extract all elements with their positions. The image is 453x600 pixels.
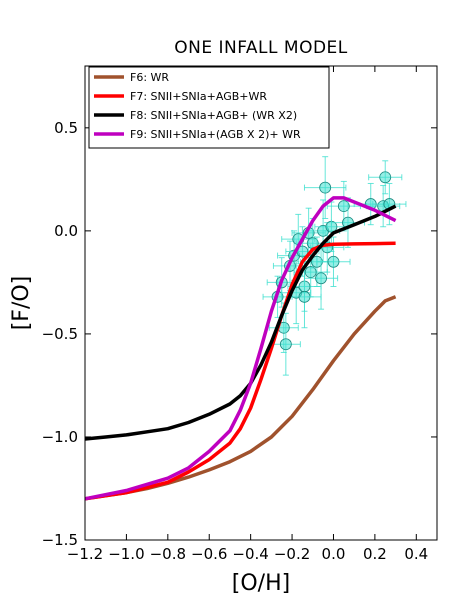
x-axis-title: [O/H] — [232, 571, 290, 596]
y-tick-label: −1.5 — [42, 531, 78, 549]
observation-marker — [315, 272, 327, 285]
observation-marker — [279, 338, 292, 351]
x-tick-label: −0.4 — [232, 545, 268, 563]
y-tick-label: −0.5 — [42, 325, 78, 343]
x-tick-label: 0.0 — [322, 545, 346, 563]
legend: F6: WR F7: SNII+SNIa+AGB+WR F8: SNII+SNIa+… — [88, 66, 330, 149]
legend-box — [88, 66, 330, 149]
y-axis-title: [F/O] — [9, 276, 34, 331]
observation-marker — [327, 255, 340, 268]
x-tick-label: −1.2 — [67, 545, 103, 563]
observation-point — [270, 312, 301, 376]
observation-marker — [304, 266, 317, 278]
observation-marker — [337, 200, 350, 213]
y-tick-label: −1.0 — [42, 428, 78, 446]
observation-point — [303, 156, 347, 220]
x-axis-ticks: −1.2 −1.0 −0.8 −0.6 −0.4 −0.2 0.0 0.2 0.4 — [67, 66, 428, 563]
series-line-f7 — [84, 241, 396, 501]
chart-title: ONE INFALL MODEL — [174, 38, 348, 58]
observations — [262, 156, 407, 376]
series-line-f8 — [84, 204, 397, 441]
y-axis-ticks: −1.5 −1.0 −0.5 0.0 0.5 — [42, 119, 437, 549]
observation-point — [368, 160, 403, 195]
x-tick-label: −1.0 — [108, 545, 144, 563]
x-tick-label: −0.8 — [150, 545, 186, 563]
observation-marker — [379, 171, 392, 184]
y-tick-label: 0.5 — [54, 119, 78, 137]
x-tick-label: 0.2 — [363, 545, 387, 563]
x-tick-label: −0.6 — [191, 545, 227, 563]
legend-label: F8: SNII+SNIa+AGB+ (WR X2) — [130, 109, 297, 122]
observation-marker — [319, 181, 332, 194]
x-tick-label: −0.2 — [274, 545, 310, 563]
y-tick-label: 0.0 — [54, 222, 78, 240]
series-lines — [84, 196, 397, 501]
legend-label: F9: SNII+SNIa+(AGB X 2)+ WR — [130, 128, 301, 141]
legend-label: F6: WR — [130, 71, 169, 84]
series-line-f9 — [84, 196, 397, 501]
legend-label: F7: SNII+SNIa+AGB+WR — [130, 90, 267, 103]
plot-frame — [84, 65, 438, 541]
x-tick-label: 0.4 — [404, 545, 428, 563]
